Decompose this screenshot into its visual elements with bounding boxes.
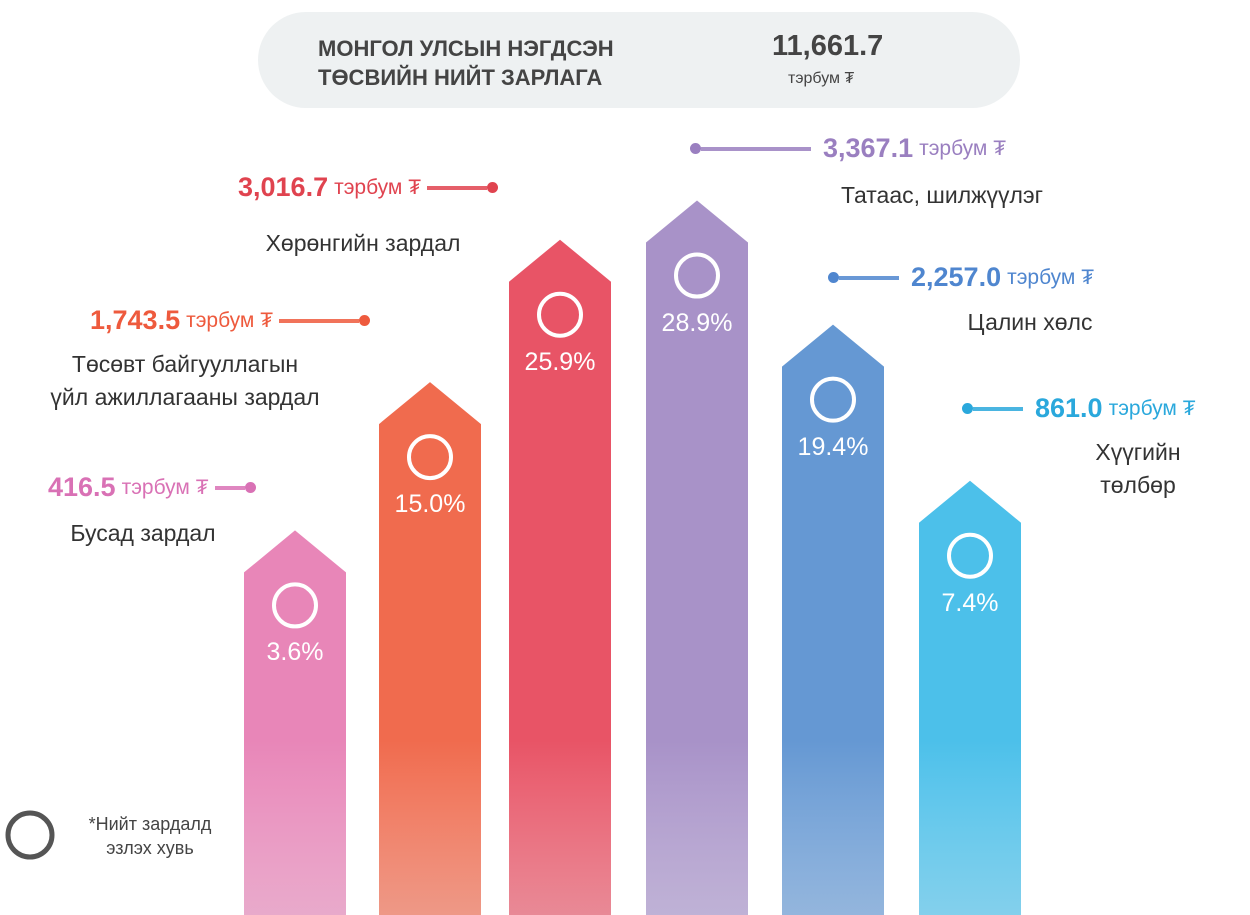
- leader-line: [701, 146, 811, 151]
- leader-dot: [828, 272, 839, 283]
- value-label: 2,257.0: [911, 262, 1002, 292]
- bar-fade: [509, 740, 611, 915]
- share-ring: [272, 582, 318, 629]
- unit-label: тэрбум ₮: [334, 175, 422, 199]
- value-label: 3,016.7: [238, 172, 329, 202]
- unit-label: тэрбум ₮: [1007, 265, 1095, 289]
- total-unit: тэрбум ₮: [788, 70, 855, 87]
- share-ring: [947, 532, 993, 579]
- value-label: 1,743.5: [90, 305, 181, 335]
- leader-line: [279, 318, 360, 323]
- category-label: Хүүгийн төлбөр: [1095, 439, 1181, 498]
- value-row: 1,743.5 тэрбум ₮: [90, 305, 371, 336]
- category-label: Цалин хөлс: [967, 309, 1093, 335]
- unit-label: тэрбум ₮: [1108, 396, 1196, 420]
- bar-fade: [244, 740, 346, 915]
- leader-line: [839, 275, 899, 280]
- share-ring: [810, 376, 856, 423]
- value-row: 3,016.7 тэрбум ₮: [238, 172, 499, 203]
- unit-label: тэрбум ₮: [919, 136, 1007, 160]
- share-label: 7.4%: [941, 588, 999, 617]
- unit-label: тэрбум ₮: [121, 475, 209, 499]
- category-label: Бусад зардал: [70, 520, 216, 546]
- leader-dot: [487, 182, 499, 193]
- header-pill: [258, 12, 1020, 108]
- share-ring: [674, 252, 720, 299]
- value-label: 3,367.1: [823, 133, 914, 163]
- bar-fade: [379, 740, 481, 915]
- share-label: 28.9%: [661, 308, 733, 337]
- share-label: 25.9%: [524, 347, 596, 376]
- arrow-bar: [646, 200, 748, 915]
- value-row: 3,367.1 тэрбум ₮: [690, 133, 1012, 164]
- bar-fade: [919, 740, 1021, 915]
- value-row: 861.0 тэрбум ₮: [962, 393, 1202, 424]
- value-label: 861.0: [1035, 393, 1103, 423]
- share-label: 19.4%: [797, 432, 869, 461]
- leader-line: [973, 406, 1023, 411]
- leader-line: [427, 185, 488, 190]
- value-label: 416.5: [48, 472, 116, 502]
- leader-dot: [690, 143, 701, 154]
- share-ring: [537, 291, 583, 338]
- bar-fade: [646, 740, 748, 915]
- total: 11,661.7: [772, 30, 884, 62]
- value-row: 416.5 тэрбум ₮: [48, 472, 256, 503]
- share-label: 3.6%: [266, 638, 324, 667]
- legend-ring: [5, 810, 55, 860]
- category-label: Хөрөнгийн зардал: [265, 230, 461, 256]
- category-label: Төсөвт байгууллагын үйл ажиллагааны зард…: [50, 351, 320, 410]
- leader-line: [214, 485, 245, 490]
- category-label: Татаас, шилжүүлэг: [840, 182, 1044, 208]
- value-row: 2,257.0 тэрбум ₮: [828, 262, 1100, 293]
- leader-dot: [962, 403, 973, 414]
- share-label: 15.0%: [394, 490, 466, 519]
- leader-dot: [244, 482, 256, 493]
- legend-note: *Нийт зардалд эзлэх хувь: [88, 814, 212, 858]
- bar-fade: [782, 740, 884, 915]
- unit-label: тэрбум ₮: [186, 308, 274, 332]
- title: МОНГОЛ УЛСЫН НЭГДСЭН ТӨСВИЙН НИЙТ ЗАРЛАГ…: [318, 36, 614, 90]
- share-ring: [407, 434, 453, 481]
- leader-dot: [359, 315, 371, 326]
